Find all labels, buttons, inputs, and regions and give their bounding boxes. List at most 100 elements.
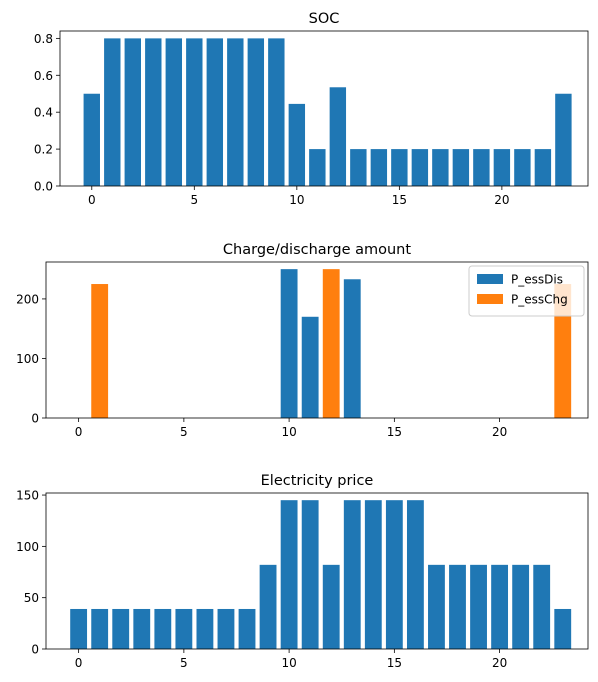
bar <box>91 608 109 649</box>
bar <box>534 149 552 186</box>
y-tick-label: 200 <box>16 292 39 306</box>
y-tick-label: 50 <box>24 591 39 605</box>
bar <box>370 149 388 186</box>
bar <box>301 500 319 649</box>
y-tick-label: 100 <box>16 352 39 366</box>
x-tick-label: 0 <box>88 193 96 207</box>
bar <box>411 149 429 186</box>
bar <box>175 608 193 649</box>
bar <box>104 38 121 186</box>
bar <box>432 149 449 186</box>
bar <box>554 284 572 418</box>
bar <box>206 38 224 186</box>
bar <box>83 93 100 186</box>
bar <box>196 608 214 649</box>
bar <box>154 608 172 649</box>
x-tick-label: 15 <box>387 656 402 670</box>
y-tick-label: 0.2 <box>34 143 53 157</box>
bar <box>124 38 141 186</box>
bar <box>555 93 572 186</box>
y-tick-label: 0.8 <box>34 32 53 46</box>
y-tick-label: 0 <box>31 643 39 657</box>
bar <box>533 564 551 649</box>
chart-title: SOC <box>309 11 340 27</box>
bar <box>322 564 340 649</box>
bar <box>288 103 306 186</box>
bar <box>406 500 424 649</box>
x-tick-label: 5 <box>180 425 188 439</box>
bar <box>309 149 326 186</box>
chart-title: Electricity price <box>261 473 374 489</box>
bar-series-1 <box>70 500 572 649</box>
bar <box>470 564 487 649</box>
bar <box>473 149 490 186</box>
x-tick-label: 20 <box>492 656 507 670</box>
bar <box>70 608 88 649</box>
bar <box>91 284 109 418</box>
legend-label: P_essDis <box>511 273 563 287</box>
bar <box>280 500 298 649</box>
bar <box>350 149 367 186</box>
bar <box>493 149 511 186</box>
legend-swatch <box>477 274 503 284</box>
chart-title: Charge/discharge amount <box>223 242 411 258</box>
axes-frame <box>45 261 589 419</box>
bar <box>238 608 256 649</box>
bar <box>186 38 203 186</box>
bar <box>512 564 530 649</box>
bar <box>112 608 130 649</box>
x-tick-label: 15 <box>392 193 407 207</box>
bar <box>301 316 319 418</box>
bar <box>259 564 277 649</box>
x-tick-label: 20 <box>494 193 509 207</box>
legend: P_essDis P_essChg <box>468 265 585 317</box>
bar <box>322 269 340 418</box>
bar <box>343 279 361 418</box>
x-tick-label: 0 <box>75 656 83 670</box>
chart-panel-1: SOC 0 5 10 15 20 0.0 0.2 0.4 0.6 0.8 <box>34 11 589 207</box>
x-tick-label: 0 <box>75 425 83 439</box>
legend-label: P_essChg <box>511 293 568 307</box>
x-tick-label: 10 <box>281 425 296 439</box>
x-tick-label: 5 <box>180 656 188 670</box>
y-tick-label: 0.4 <box>34 106 53 120</box>
chart-panel-3: Electricity price 0 5 10 15 20 0 50 100 150 <box>16 473 589 670</box>
bar <box>145 38 162 186</box>
bar-series-2 <box>91 269 572 418</box>
bar <box>227 38 244 186</box>
bar <box>491 564 509 649</box>
y-tick-label: 150 <box>16 489 39 503</box>
legend-swatch <box>477 294 503 304</box>
bar <box>343 500 361 649</box>
x-tick-label: 5 <box>190 193 198 207</box>
bar <box>452 149 470 186</box>
x-tick-label: 15 <box>387 425 402 439</box>
y-tick-label: 0 <box>31 412 39 426</box>
bar <box>391 149 408 186</box>
bar <box>514 149 531 186</box>
bar <box>329 87 347 186</box>
bar <box>268 38 285 186</box>
bar <box>554 608 572 649</box>
bar <box>247 38 265 186</box>
y-tick-label: 0.6 <box>34 69 53 83</box>
bar <box>217 608 235 649</box>
y-tick-label: 100 <box>16 540 39 554</box>
x-tick-label: 20 <box>492 425 507 439</box>
bar <box>385 500 403 649</box>
bar <box>133 608 151 649</box>
bar-series-1 <box>83 38 572 186</box>
bar <box>364 500 382 649</box>
axes-frame <box>45 492 589 650</box>
axes-frame <box>59 30 589 187</box>
x-tick-label: 10 <box>281 656 296 670</box>
bar <box>428 564 445 649</box>
x-tick-label: 10 <box>289 193 304 207</box>
y-tick-label: 0.0 <box>34 180 53 194</box>
bar <box>280 269 298 418</box>
bar <box>449 564 466 649</box>
bar-series-1 <box>280 269 361 418</box>
bar <box>165 38 183 186</box>
